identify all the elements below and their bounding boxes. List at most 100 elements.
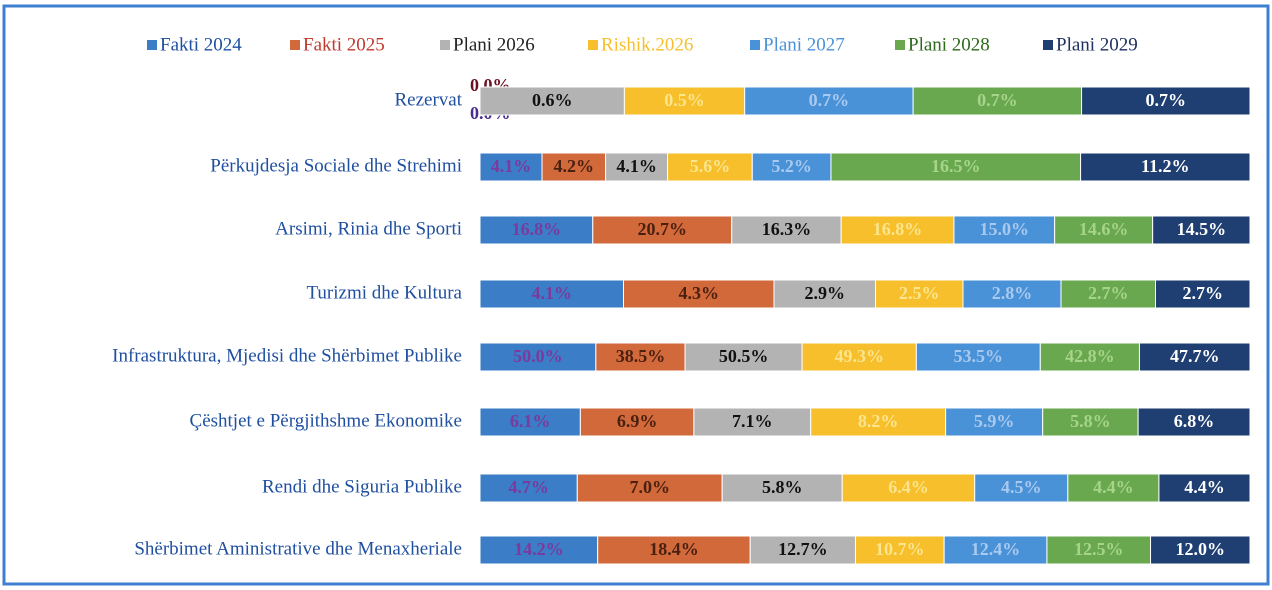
value-label: 4.3%: [679, 283, 720, 303]
bar-segment: [1150, 535, 1251, 565]
value-label: 2.5%: [899, 283, 940, 303]
bar-segment: [1081, 86, 1251, 116]
bar-segment: [693, 407, 812, 437]
value-label: 16.8%: [512, 219, 562, 239]
legend-label: Fakti 2025: [303, 34, 385, 55]
bar-segment: [1042, 407, 1139, 437]
value-label: 4.4%: [1093, 477, 1134, 497]
bar-segment: [731, 215, 842, 245]
bar-segment: [854, 535, 945, 565]
value-label: 6.8%: [1174, 411, 1215, 431]
value-label: 53.5%: [954, 346, 1004, 366]
value-label: 50.0%: [513, 346, 563, 366]
value-label: 50.5%: [719, 346, 769, 366]
value-label: 2.7%: [1088, 283, 1129, 303]
value-label: 2.9%: [805, 283, 846, 303]
bar-segment: [1158, 473, 1251, 503]
category-label: Rezervat: [394, 89, 462, 110]
legend-label: Fakti 2024: [160, 34, 242, 55]
bar-segment: [1054, 215, 1154, 245]
bar-segment: [1137, 407, 1251, 437]
bar-segment: [810, 407, 947, 437]
category-label: Rendi dhe Siguria Publike: [262, 476, 462, 497]
bar-segment: [1155, 279, 1251, 309]
bar-segment: [1152, 215, 1251, 245]
value-label: 11.2%: [1141, 156, 1190, 176]
bar-segment: [605, 152, 669, 182]
bar-segment: [1039, 342, 1140, 372]
value-label: 7.0%: [629, 477, 670, 497]
bar-segment: [974, 473, 1069, 503]
bar-segment: [592, 215, 733, 245]
value-label: 5.8%: [762, 477, 803, 497]
category-label: Përkujdesja Sociale dhe Strehimi: [210, 155, 462, 176]
bar-segment: [1067, 473, 1160, 503]
value-label: 4.4%: [1184, 477, 1225, 497]
value-label: 5.9%: [974, 411, 1015, 431]
value-label: 12.7%: [778, 539, 828, 559]
value-label: 0.7%: [1146, 90, 1187, 110]
value-label: 2.7%: [1183, 283, 1224, 303]
bar-segment: [945, 407, 1044, 437]
value-label: 5.2%: [771, 156, 812, 176]
bar-segment: [597, 535, 751, 565]
bar-segment: [875, 279, 964, 309]
value-label: 20.7%: [638, 219, 688, 239]
value-label: 12.4%: [971, 539, 1021, 559]
value-label: 8.2%: [858, 411, 899, 431]
value-label: 7.1%: [732, 411, 773, 431]
value-label: 4.7%: [508, 477, 549, 497]
value-label: 4.1%: [532, 283, 573, 303]
value-label: 42.8%: [1065, 346, 1115, 366]
category-label: Çështjet e Përgjithshme Ekonomike: [190, 410, 462, 431]
value-label: 5.8%: [1070, 411, 1111, 431]
bar-segment: [1060, 279, 1156, 309]
bar-segment: [912, 86, 1083, 116]
value-label: 10.7%: [875, 539, 925, 559]
value-label: 12.0%: [1176, 539, 1226, 559]
bar-segment: [541, 152, 607, 182]
value-label: 14.5%: [1177, 219, 1227, 239]
value-label: 14.6%: [1079, 219, 1129, 239]
bar-segment: [479, 152, 543, 182]
bar-segment: [840, 215, 955, 245]
bar-segment: [479, 407, 581, 437]
bar-segment: [721, 473, 843, 503]
bar-segment: [915, 342, 1041, 372]
bar-segment: [623, 86, 746, 116]
value-label: 4.1%: [616, 156, 657, 176]
value-label: 18.4%: [649, 539, 699, 559]
value-label: 16.5%: [931, 156, 981, 176]
value-label: 4.2%: [554, 156, 595, 176]
legend-swatch: [290, 40, 300, 50]
legend-label: Plani 2028: [908, 34, 990, 55]
value-label: 4.1%: [491, 156, 532, 176]
bar-segment: [1080, 152, 1251, 182]
legend-swatch: [750, 40, 760, 50]
legend-label: Plani 2027: [763, 34, 845, 55]
bar-segment: [751, 152, 832, 182]
bar-segment: [479, 473, 578, 503]
value-label: 4.5%: [1001, 477, 1042, 497]
legend-swatch: [895, 40, 905, 50]
value-label: 0.7%: [977, 90, 1018, 110]
category-label: Arsimi, Rinia dhe Sporti: [275, 218, 462, 239]
legend-label: Rishik.2026: [601, 34, 693, 55]
value-label: 5.6%: [690, 156, 731, 176]
legend-label: Plani 2026: [453, 34, 535, 55]
value-label: 16.3%: [762, 219, 812, 239]
bar-segment: [479, 342, 597, 372]
legend-swatch: [440, 40, 450, 50]
bar-segment: [595, 342, 686, 372]
value-label: 0.6%: [532, 90, 573, 110]
value-label: 16.8%: [873, 219, 923, 239]
bar-segment: [801, 342, 917, 372]
value-label: 38.5%: [616, 346, 666, 366]
bar-segment: [744, 86, 914, 116]
value-label: 14.2%: [514, 539, 564, 559]
legend-label: Plani 2029: [1056, 34, 1138, 55]
legend-swatch: [1043, 40, 1053, 50]
value-label: 12.5%: [1074, 539, 1124, 559]
category-label: Infrastruktura, Mjedisi dhe Shërbimet Pu…: [112, 345, 462, 366]
